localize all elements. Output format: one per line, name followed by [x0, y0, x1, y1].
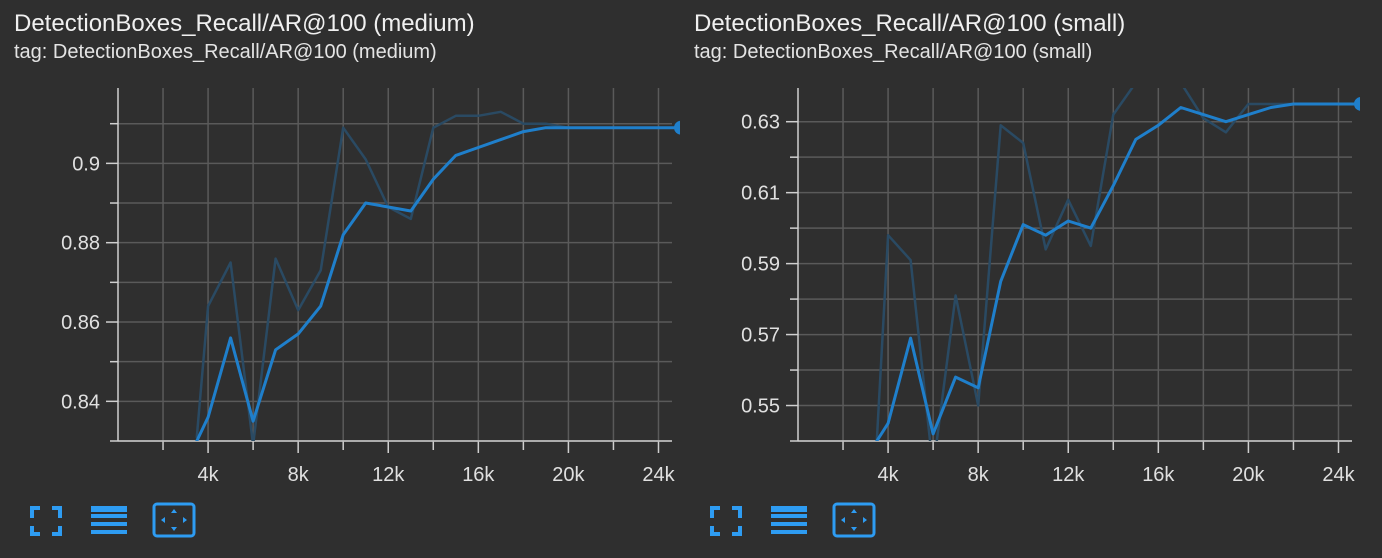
fullscreen-icon[interactable] [706, 500, 752, 540]
x-tick-label: 20k [1232, 464, 1265, 486]
toggle-log-scale-icon[interactable] [90, 500, 136, 540]
x-tick-label: 12k [372, 464, 405, 486]
fit-domain-icon[interactable] [152, 500, 198, 540]
series-group [875, 88, 1360, 441]
raw-series-line [875, 88, 1360, 441]
x-tick-label: 24k [1322, 464, 1355, 486]
line-chart-small[interactable]: 4k 8k 12k 16k 20k 24k 0.55 0.57 0.59 0.61 0.63 [680, 0, 1360, 500]
grid [106, 88, 672, 453]
fullscreen-icon[interactable] [26, 500, 72, 540]
smoothed-series-line [875, 102, 1360, 441]
chart-tag: tag: DetectionBoxes_Recall/AR@100 (small… [694, 41, 1093, 63]
raw-series-line [195, 110, 680, 441]
x-tick-label: 24k [642, 464, 675, 486]
last-point-marker[interactable] [1354, 97, 1360, 111]
series-group [195, 110, 680, 441]
smoothed-series-line [195, 126, 680, 441]
y-tick-label: 0.84 [61, 391, 100, 413]
grid [786, 88, 1352, 453]
chart-tag: tag: DetectionBoxes_Recall/AR@100 (mediu… [14, 41, 437, 63]
x-tick-label: 12k [1052, 464, 1085, 486]
chart-title: DetectionBoxes_Recall/AR@100 (medium) [14, 10, 475, 37]
y-tick-label: 0.63 [741, 112, 780, 134]
x-tick-label: 16k [1142, 464, 1175, 486]
last-point-marker[interactable] [674, 120, 680, 135]
y-tick-label: 0.61 [741, 183, 780, 205]
x-tick-label: 8k [968, 464, 990, 486]
x-tick-label: 16k [462, 464, 495, 486]
x-tick-label: 8k [288, 464, 310, 486]
chart-card-medium: DetectionBoxes_Recall/AR@100 (medium) ta… [0, 0, 680, 558]
y-tick-label: 0.86 [61, 312, 100, 334]
x-tick-label: 4k [878, 464, 900, 486]
line-chart-medium[interactable]: 4k 8k 12k 16k 20k 24k 0.84 0.86 0.88 0.9 [0, 0, 680, 500]
y-tick-label: 0.55 [741, 396, 780, 418]
chart-card-small: DetectionBoxes_Recall/AR@100 (small) tag… [680, 0, 1360, 558]
chart-title: DetectionBoxes_Recall/AR@100 (small) [694, 10, 1126, 37]
y-tick-label: 0.88 [61, 233, 100, 255]
y-tick-label: 0.9 [72, 153, 100, 175]
x-tick-label: 4k [198, 464, 220, 486]
fit-domain-icon[interactable] [832, 500, 878, 540]
toggle-log-scale-icon[interactable] [770, 500, 816, 540]
x-tick-label: 20k [552, 464, 585, 486]
y-tick-label: 0.59 [741, 254, 780, 276]
y-tick-label: 0.57 [741, 325, 780, 347]
